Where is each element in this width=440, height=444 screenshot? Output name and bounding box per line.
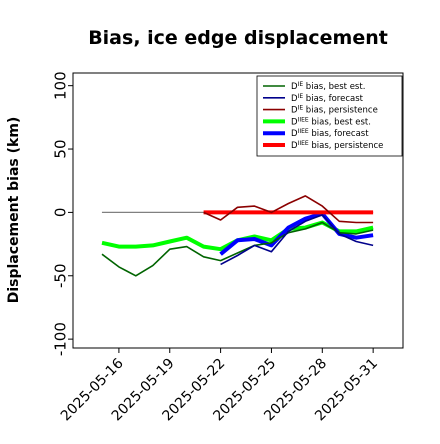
legend-entry-text: bias, forecast bbox=[303, 94, 364, 104]
y-tick-label: -50 bbox=[52, 264, 70, 289]
legend-entry-sup: IE bbox=[298, 81, 304, 88]
chart-title: Bias, ice edge displacement bbox=[88, 27, 388, 49]
legend-entry-1: DIE bias, forecast bbox=[291, 93, 364, 104]
legend-entry-2: DIE bias, persistence bbox=[291, 105, 378, 116]
legend-entry-base: D bbox=[291, 117, 298, 127]
legend-entry-text: bias, persistence bbox=[309, 141, 384, 151]
y-tick-label: 0 bbox=[52, 208, 70, 218]
legend-entry-base: D bbox=[291, 106, 298, 116]
legend-entry-base: D bbox=[291, 82, 298, 92]
series-line-2 bbox=[203, 195, 374, 224]
legend-entry-text: bias, forecast bbox=[309, 129, 370, 139]
legend-entry-sup: IIEE bbox=[298, 128, 309, 135]
legend-entry-3: DIIEE bias, best est. bbox=[291, 116, 371, 127]
legend-entry-5: DIIEE bias, persistence bbox=[291, 140, 383, 151]
plot-frame bbox=[72, 72, 404, 349]
legend-box bbox=[256, 75, 403, 157]
legend-entry-sup: IE bbox=[298, 105, 304, 112]
legend-entry-sup: IIEE bbox=[298, 140, 309, 147]
y-axis-label: Displacement bias (km) bbox=[6, 117, 22, 304]
legend-entry-sup: IE bbox=[298, 93, 304, 100]
y-tick-label: -100 bbox=[52, 322, 70, 356]
legend-entry-4: DIIEE bias, forecast bbox=[291, 128, 369, 139]
y-tick-label: 50 bbox=[52, 139, 70, 158]
y-tick-label: 100 bbox=[52, 71, 70, 100]
legend-entry-base: D bbox=[291, 94, 298, 104]
legend-entry-text: bias, persistence bbox=[303, 106, 378, 116]
series-line-0 bbox=[101, 221, 374, 277]
legend-entry-0: DIE bias, best est. bbox=[291, 81, 365, 92]
legend: DIE bias, best est.DIE bias, forecastDIE… bbox=[256, 75, 403, 157]
legend-entry-base: D bbox=[291, 129, 298, 139]
legend-entry-text: bias, best est. bbox=[303, 82, 365, 92]
series-line-4 bbox=[219, 211, 374, 256]
series-line-1 bbox=[220, 214, 374, 266]
legend-entry-sup: IIEE bbox=[298, 116, 309, 123]
legend-entry-base: D bbox=[291, 141, 298, 151]
legend-entry-text: bias, best est. bbox=[309, 117, 371, 127]
